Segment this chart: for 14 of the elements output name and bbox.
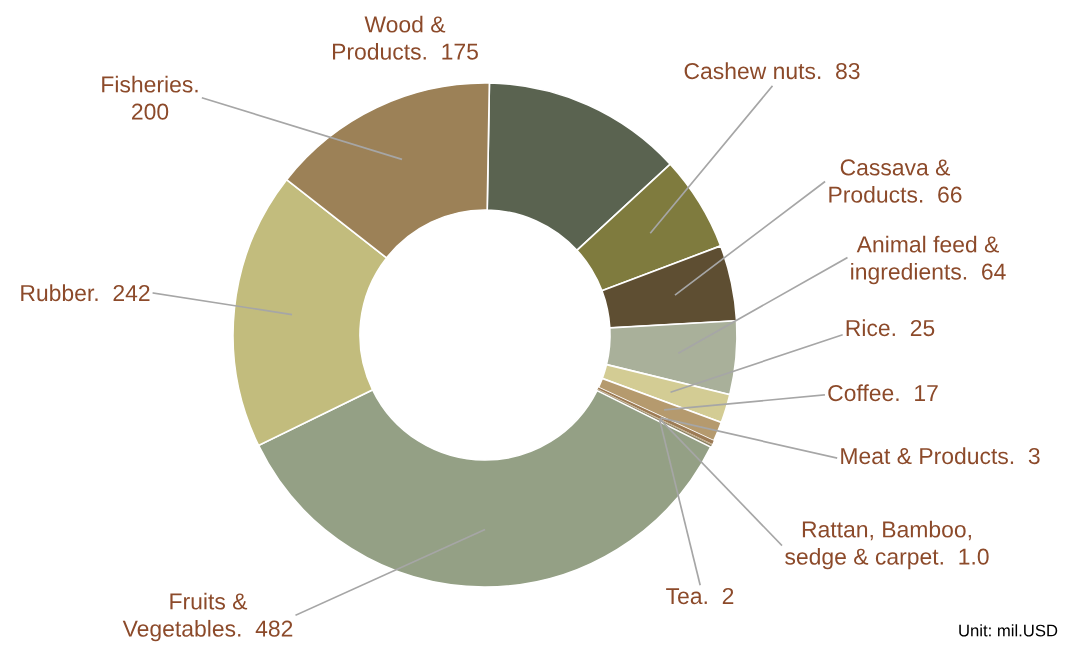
slice-label: Rice. 25: [846, 319, 935, 337]
slice-label: Coffee. 17: [828, 384, 938, 402]
text: Unit: mil.USD: [959, 624, 1058, 637]
slice-label: Fisheries.: [102, 75, 198, 93]
slice-label: Wood & Products. 175: [333, 15, 478, 60]
slice-label: Fruits & Vegetables. 482: [122, 592, 293, 642]
data-label: 200: [132, 103, 169, 120]
slice-label: Meat & Products. 3: [841, 447, 1040, 465]
slice-label: Rubber. 242: [21, 284, 150, 302]
slice-label: Cashew nuts. 83: [684, 62, 860, 80]
slice-label: Animal feed & ingredients. 64: [851, 235, 1006, 285]
slice-label: Rattan, Bamboo, sedge & carpet. 1.0: [785, 520, 989, 570]
slice-label: Tea. 2: [666, 587, 734, 605]
slice-label: Cassava & Products. 66: [829, 159, 962, 203]
